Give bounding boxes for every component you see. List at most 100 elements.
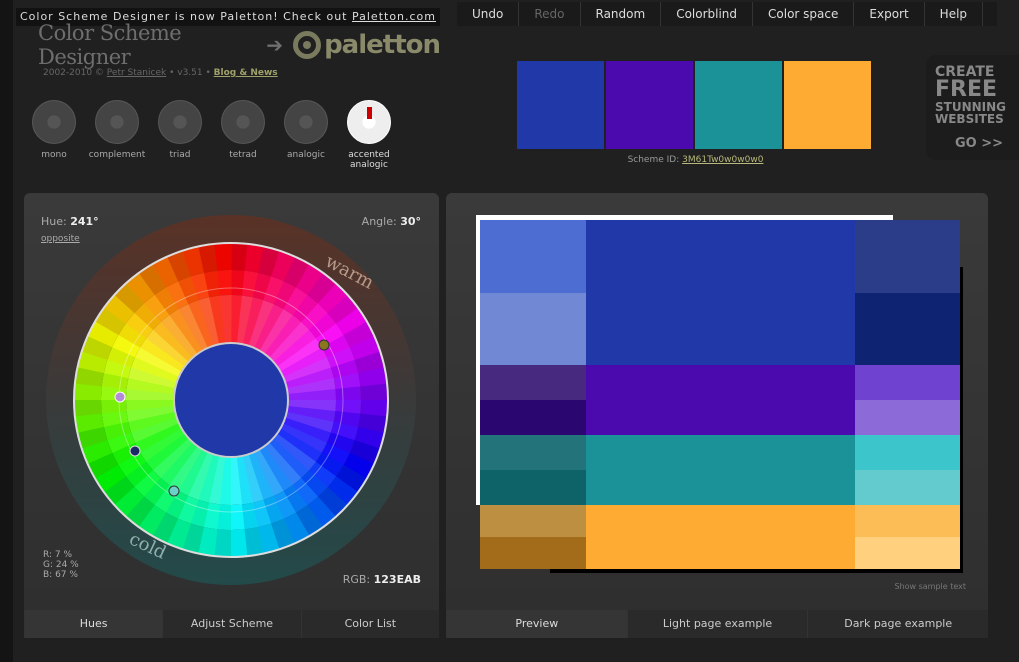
wheel-segment[interactable] xyxy=(343,321,375,348)
wheel-segment[interactable] xyxy=(197,527,218,557)
wheel-segment[interactable] xyxy=(152,256,179,288)
wheel-segment[interactable] xyxy=(133,469,161,497)
wheel-segment[interactable] xyxy=(321,335,351,358)
wheel-segment[interactable] xyxy=(166,280,189,310)
wheel-segment[interactable] xyxy=(74,366,104,387)
menu-color-space[interactable]: Color space xyxy=(753,2,855,26)
swatch-1[interactable] xyxy=(517,61,604,149)
wheel-segment[interactable] xyxy=(128,367,177,389)
wheel-segment[interactable] xyxy=(263,276,285,305)
wheel-segment[interactable] xyxy=(262,495,284,524)
wheel-segment[interactable] xyxy=(354,427,385,450)
mode-triad[interactable]: triad xyxy=(151,100,209,170)
wheel-segment[interactable] xyxy=(286,405,336,423)
wheel-segment[interactable] xyxy=(128,411,177,433)
color-wheel-svg[interactable]: warm cold xyxy=(44,215,419,590)
wheel-segment[interactable] xyxy=(231,270,246,296)
wheel-segment[interactable] xyxy=(77,426,108,449)
wheel-segment[interactable] xyxy=(208,455,226,505)
mode-tetrad[interactable]: tetrad xyxy=(214,100,272,170)
right-tab-preview[interactable]: Preview xyxy=(446,610,627,638)
wheel-segment[interactable] xyxy=(254,304,284,351)
wheel-segment[interactable] xyxy=(74,399,102,417)
wheel-segment[interactable] xyxy=(214,243,232,271)
wheel-segment[interactable] xyxy=(209,295,226,345)
color-wheel[interactable]: warm cold xyxy=(44,215,419,594)
wheel-segment[interactable] xyxy=(258,246,281,277)
wheel-segment[interactable] xyxy=(87,452,119,479)
wheel-segment[interactable] xyxy=(140,337,186,372)
wheel-segment[interactable] xyxy=(248,300,275,349)
wheel-segment[interactable] xyxy=(317,486,348,518)
wheel-segment[interactable] xyxy=(178,303,209,351)
wheel-segment[interactable] xyxy=(248,452,274,501)
swatch-4[interactable] xyxy=(784,61,871,149)
wheel-segment[interactable] xyxy=(169,308,203,354)
wheel-segment[interactable] xyxy=(125,272,156,304)
wheel-segment[interactable] xyxy=(87,320,119,348)
wheel-segment[interactable] xyxy=(134,422,182,453)
wheel-segment[interactable] xyxy=(103,359,132,379)
wheel-segment[interactable] xyxy=(330,421,359,441)
ad-banner[interactable]: CREATE FREE STUNNING WEBSITES GO >> xyxy=(926,55,1019,160)
wheel-segment[interactable] xyxy=(198,454,220,503)
wheel-segment[interactable] xyxy=(203,270,221,298)
wheel-segment[interactable] xyxy=(216,504,231,530)
menu-redo[interactable]: Redo xyxy=(519,2,581,26)
scheme-id-link[interactable]: 3M61Tw0w0w0w0 xyxy=(682,155,764,165)
wheel-segment[interactable] xyxy=(101,410,129,428)
wheel-segment[interactable] xyxy=(271,250,296,282)
wheel-segment[interactable] xyxy=(358,367,388,388)
swatch-2[interactable] xyxy=(606,61,693,149)
wheel-segment[interactable] xyxy=(118,452,147,477)
wheel-segment[interactable] xyxy=(230,504,245,530)
wheel-segment[interactable] xyxy=(259,309,294,355)
wheel-segment[interactable] xyxy=(126,399,175,411)
wheel-segment[interactable] xyxy=(283,256,311,288)
wheel-segment[interactable] xyxy=(360,383,388,401)
wheel-segment[interactable] xyxy=(268,438,310,479)
wheel-segment[interactable] xyxy=(190,272,210,301)
wheel-segment[interactable] xyxy=(178,276,200,305)
wheel-segment[interactable] xyxy=(138,263,167,295)
menu-random[interactable]: Random xyxy=(581,2,662,26)
logo[interactable]: Color Scheme Designer ➔ paletton xyxy=(38,21,441,69)
wheel-segment[interactable] xyxy=(151,512,179,544)
wheel-segment[interactable] xyxy=(276,428,322,463)
wheel-segment[interactable] xyxy=(146,329,189,367)
wheel-segment[interactable] xyxy=(145,433,189,471)
wheel-segment[interactable] xyxy=(236,455,253,505)
right-tab-dark-page-example[interactable]: Dark page example xyxy=(807,610,989,638)
wheel-segment[interactable] xyxy=(283,357,332,383)
wheel-segment[interactable] xyxy=(285,367,334,389)
ad-go-link[interactable]: GO >> xyxy=(955,136,1004,151)
wheel-segment[interactable] xyxy=(330,359,359,379)
wheel-segment[interactable] xyxy=(160,442,198,485)
wheel-segment[interactable] xyxy=(135,347,182,377)
wheel-segment[interactable] xyxy=(143,477,170,506)
wheel-segment[interactable] xyxy=(231,243,249,271)
wheel-segment[interactable] xyxy=(112,334,141,358)
wheel-segment[interactable] xyxy=(360,400,388,418)
wheel-segment[interactable] xyxy=(103,294,135,324)
wheel-segment[interactable] xyxy=(165,490,189,519)
wheel-segment[interactable] xyxy=(327,476,359,506)
wheel-segment[interactable] xyxy=(315,452,344,477)
wheel-segment[interactable] xyxy=(326,347,355,369)
wheel-segment[interactable] xyxy=(287,389,336,401)
right-tab-light-page-example[interactable]: Light page example xyxy=(626,610,808,638)
wheel-segment[interactable] xyxy=(308,461,337,488)
wheel-segment[interactable] xyxy=(309,313,337,339)
wheel-segment[interactable] xyxy=(152,437,193,479)
wheel-segment[interactable] xyxy=(300,470,328,498)
wheel-segment[interactable] xyxy=(358,413,388,434)
wheel-segment[interactable] xyxy=(242,454,264,503)
wheel-segment[interactable] xyxy=(335,465,367,493)
wheel-segment[interactable] xyxy=(252,499,272,528)
wheel-segment[interactable] xyxy=(126,388,175,400)
wheel-segment[interactable] xyxy=(126,405,176,422)
menu-undo[interactable]: Undo xyxy=(457,2,520,26)
wheel-segment[interactable] xyxy=(118,323,147,348)
wheel-segment[interactable] xyxy=(343,452,375,480)
wheel-segment[interactable] xyxy=(283,512,310,544)
